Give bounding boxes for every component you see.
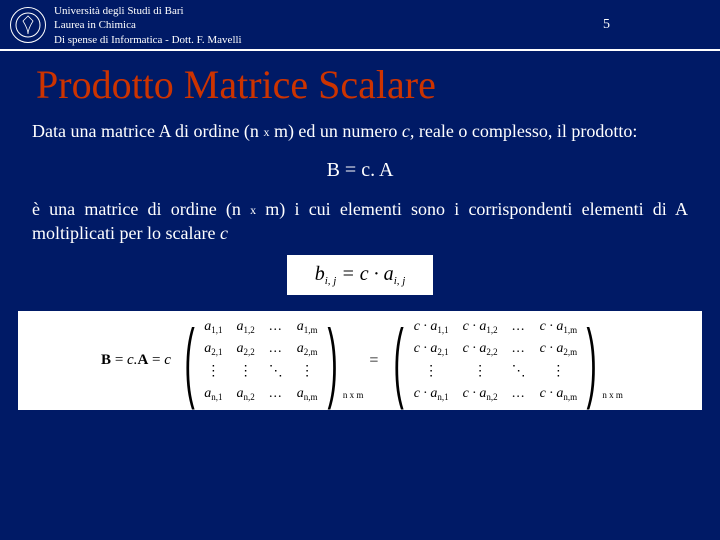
lead-eq2: = (148, 352, 164, 368)
rparen-icon: ) (587, 321, 597, 401)
dim-B: n x m (602, 390, 623, 400)
p1-text-a: Data una matrice A di ordine (n (32, 121, 263, 141)
eq2-sub2: i, j (394, 275, 406, 287)
p1-text-d: reale o complesso, il prodotto: (414, 121, 637, 141)
header-text: Università degli Studi di Bari Laurea in… (54, 4, 603, 47)
matrix-lead: B = c.A = c (97, 352, 175, 369)
eq2-mid: = c · a (336, 263, 393, 285)
lead-A: A (137, 352, 148, 368)
page-number: 5 (603, 16, 710, 34)
matrix-B: ( c · a1,1 c · a1,2 ... c · a1,m c · a2,… (384, 319, 623, 402)
lead-B: B (101, 352, 111, 368)
equation-2-wrap: bi, j = c · ai, j (0, 245, 720, 307)
p1-c: c, (402, 121, 415, 141)
lparen-icon: ( (184, 321, 194, 401)
eq2-sub1: i, j (325, 275, 337, 287)
slide-title: Prodotto Matrice Scalare (0, 51, 720, 120)
equation-1: B = c. A (0, 143, 720, 198)
eq2-b: b (315, 263, 325, 285)
rparen-icon: ) (327, 321, 337, 401)
dim-A: n x m (343, 390, 364, 400)
paragraph-2: è una matrice di ordine (n x m) i cui el… (0, 198, 720, 245)
slide-header: Università degli Studi di Bari Laurea in… (0, 0, 720, 51)
p2-text-a: è una matrice di ordine (n (32, 199, 250, 219)
matrix-A: ( a1,1 a1,2 ... a1,m a2,1 a2,2 ... a2,m … (175, 319, 363, 402)
paragraph-1: Data una matrice A di ordine (n x m) ed … (0, 120, 720, 143)
lparen-icon: ( (394, 321, 404, 401)
matrix-equation: B = c.A = c ( a1,1 a1,2 ... a1,m a2,1 a2… (18, 311, 702, 410)
p1-text-b: m) ed un numero (269, 121, 401, 141)
lead-eq1: = (111, 352, 127, 368)
lead-c1: c. (127, 352, 137, 368)
header-line-1: Università degli Studi di Bari (54, 4, 603, 18)
university-seal-icon (10, 7, 46, 43)
header-line-2: Laurea in Chimica (54, 18, 603, 32)
equation-2: bi, j = c · ai, j (287, 255, 434, 295)
p2-c: c (220, 223, 228, 243)
lead-c2: c (164, 352, 171, 368)
equals-sign: = (363, 352, 384, 370)
header-line-3: Di spense di Informatica - Dott. F. Mave… (54, 33, 603, 47)
